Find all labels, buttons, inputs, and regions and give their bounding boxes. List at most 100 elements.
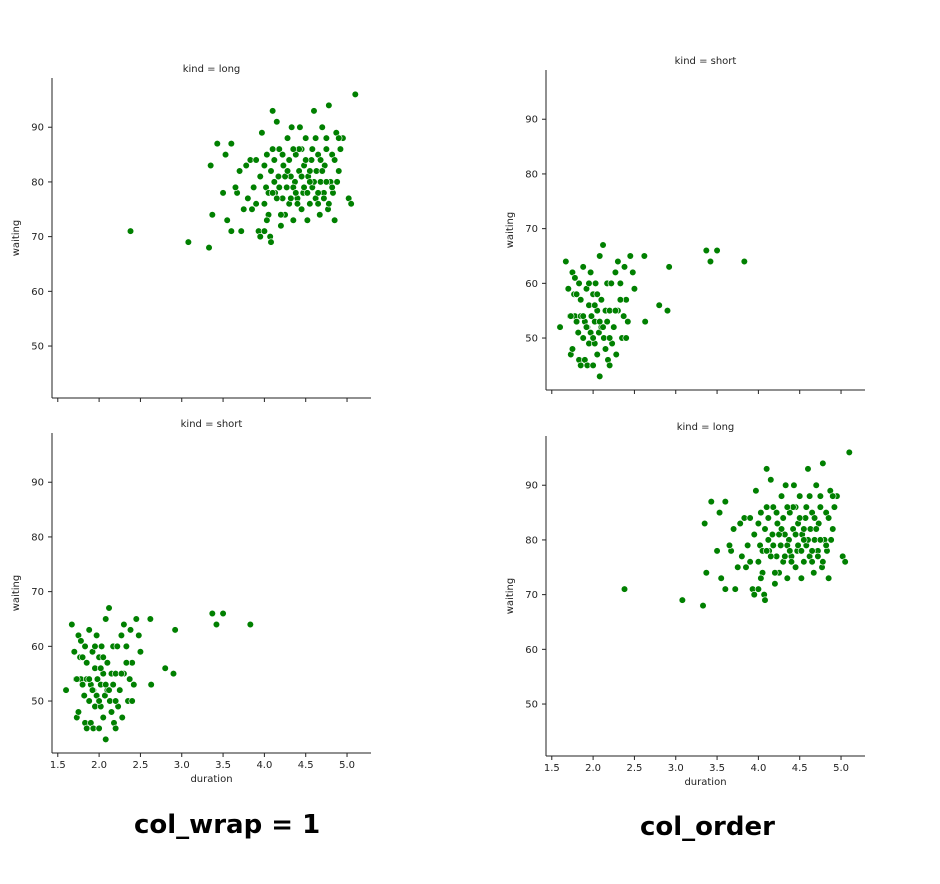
- data-point: [601, 345, 610, 353]
- facet-title: kind = short: [675, 56, 737, 67]
- data-point: [816, 536, 824, 544]
- data-point: [825, 514, 833, 522]
- data-point: [572, 318, 581, 326]
- data-point: [620, 585, 629, 593]
- data-point: [819, 459, 827, 467]
- data-point: [297, 205, 306, 213]
- data-point: [761, 525, 769, 533]
- data-point: [738, 552, 746, 560]
- data-point: [707, 498, 715, 506]
- x-axis-label: duration: [684, 777, 726, 788]
- data-point: [117, 631, 126, 639]
- data-point: [318, 123, 326, 131]
- data-point: [135, 631, 143, 639]
- data-point: [713, 246, 721, 255]
- data-point: [771, 569, 779, 577]
- y-axis-label: waiting: [505, 212, 516, 248]
- data-point: [779, 514, 787, 522]
- x-tick-label: 4.5: [298, 760, 314, 771]
- data-point: [777, 541, 785, 550]
- data-point: [248, 205, 256, 213]
- x-tick-label: 3.0: [174, 760, 190, 771]
- data-point: [306, 200, 314, 208]
- data-point: [273, 118, 281, 126]
- data-point: [270, 178, 278, 186]
- data-point: [322, 145, 330, 153]
- x-tick-label: 4.0: [256, 760, 272, 771]
- x-tick-label: 2.5: [132, 760, 148, 771]
- data-point: [804, 465, 812, 473]
- data-point: [293, 200, 302, 208]
- facet-title: kind = long: [677, 422, 735, 433]
- data-point: [331, 216, 339, 224]
- data-point: [841, 558, 849, 566]
- data-point: [721, 498, 729, 506]
- data-point: [277, 222, 285, 230]
- data-point: [630, 285, 639, 293]
- data-point: [263, 150, 271, 159]
- data-point: [325, 101, 333, 109]
- data-point: [746, 514, 754, 522]
- data-point: [763, 547, 771, 555]
- facet-panel-3: kind = short 50 60 70 80 90 waiting: [505, 56, 865, 394]
- data-point: [244, 194, 252, 202]
- x-tick-label: 3.0: [668, 763, 684, 774]
- data-point: [814, 552, 822, 560]
- data-point: [279, 161, 287, 170]
- data-point: [606, 334, 614, 342]
- data-point: [314, 200, 322, 208]
- data-point: [585, 279, 593, 287]
- data-point: [629, 268, 637, 276]
- data-point: [562, 257, 570, 266]
- data-point: [333, 178, 341, 186]
- data-point: [556, 323, 564, 331]
- data-point: [626, 252, 634, 260]
- data-point: [147, 681, 155, 689]
- data-point: [587, 312, 596, 320]
- data-point: [314, 189, 322, 197]
- data-point: [322, 134, 330, 142]
- data-point: [721, 585, 729, 593]
- data-point: [300, 183, 308, 192]
- data-point: [85, 697, 93, 705]
- y-tick-label: 50: [31, 342, 44, 353]
- x-tick-label: 3.5: [215, 760, 231, 771]
- data-point: [612, 350, 620, 359]
- y-tick-label: 80: [31, 177, 44, 188]
- data-point: [757, 508, 765, 517]
- caption-col-order: col_order: [640, 812, 775, 842]
- data-point: [611, 307, 620, 315]
- data-point: [95, 724, 103, 732]
- data-point: [184, 238, 192, 246]
- data-point: [599, 323, 607, 331]
- data-point: [663, 307, 672, 315]
- data-point: [596, 252, 604, 260]
- data-point: [579, 263, 587, 271]
- data-point: [303, 216, 311, 224]
- data-point: [579, 312, 587, 320]
- data-point: [269, 145, 277, 153]
- data-point: [812, 481, 820, 489]
- data-point: [589, 334, 597, 342]
- data-point: [351, 90, 359, 99]
- data-point: [256, 172, 264, 181]
- data-point: [791, 563, 800, 571]
- data-point: [260, 227, 268, 235]
- data-point: [591, 279, 600, 287]
- data-point: [611, 268, 620, 276]
- y-tick-label: 90: [525, 481, 538, 492]
- data-point: [112, 697, 120, 705]
- x-tick-label: 3.5: [709, 763, 725, 774]
- data-point: [591, 301, 599, 309]
- data-point: [122, 659, 130, 667]
- y-tick-label: 60: [31, 287, 44, 298]
- data-point: [68, 620, 76, 629]
- data-point: [713, 547, 721, 555]
- data-point: [297, 172, 306, 181]
- data-point: [331, 156, 339, 164]
- data-point: [219, 189, 227, 197]
- data-point: [212, 620, 221, 629]
- y-tick-label: 90: [31, 123, 44, 134]
- data-point: [227, 140, 235, 148]
